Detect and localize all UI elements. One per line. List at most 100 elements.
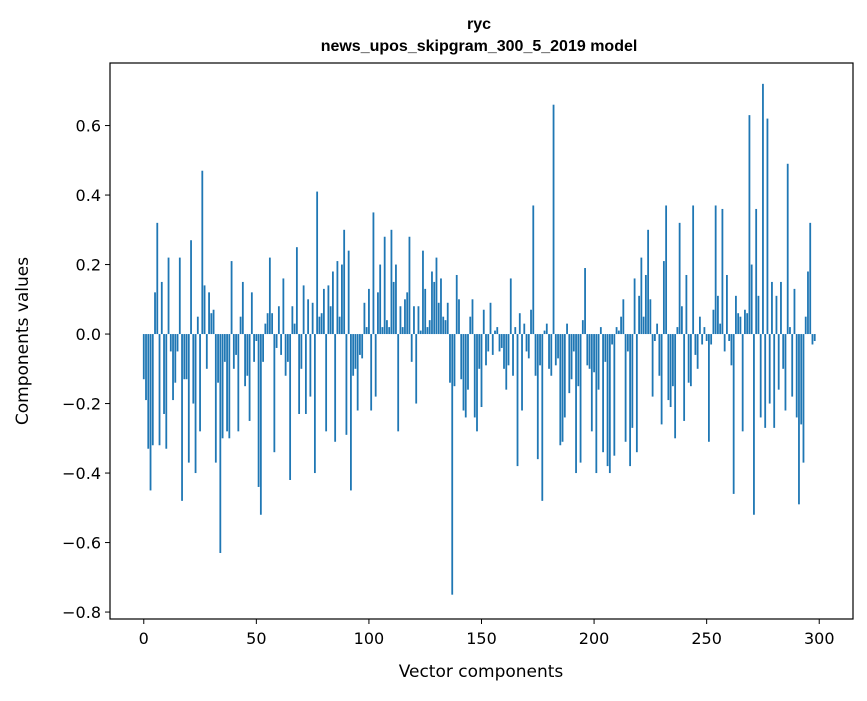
bar xyxy=(347,250,350,335)
bar xyxy=(250,292,253,335)
bar xyxy=(259,334,262,515)
bar xyxy=(322,288,325,335)
bar xyxy=(753,334,755,515)
y-tick-label: 0.6 xyxy=(76,117,101,136)
bar xyxy=(737,313,740,335)
bar xyxy=(622,299,625,335)
bar xyxy=(728,334,731,341)
bar xyxy=(532,205,535,335)
bar xyxy=(169,334,172,352)
bar xyxy=(516,334,519,467)
bar xyxy=(487,334,490,352)
bar xyxy=(566,323,568,335)
bar xyxy=(703,327,706,335)
bar xyxy=(365,327,368,335)
bar xyxy=(789,327,791,335)
bar xyxy=(633,278,636,335)
bar xyxy=(527,334,530,359)
bar xyxy=(462,334,465,411)
bar xyxy=(284,334,287,376)
bar xyxy=(338,316,341,335)
bar xyxy=(471,299,474,335)
x-tick-label: 100 xyxy=(354,629,385,648)
bar xyxy=(658,334,661,376)
x-tick-label: 50 xyxy=(246,629,266,648)
bar xyxy=(404,299,406,335)
bar xyxy=(194,334,197,474)
bar xyxy=(147,334,150,449)
bar xyxy=(426,327,429,335)
bar xyxy=(563,334,566,418)
bar xyxy=(798,334,800,505)
bar xyxy=(584,268,586,335)
bar xyxy=(689,334,692,387)
bar xyxy=(298,334,301,414)
bar xyxy=(372,212,375,335)
bar xyxy=(548,334,550,369)
bar xyxy=(363,302,366,335)
bar xyxy=(617,330,620,335)
bar xyxy=(694,334,697,355)
bar xyxy=(782,334,785,369)
bar xyxy=(406,292,409,335)
plot-frame xyxy=(109,62,854,620)
bar xyxy=(741,334,744,432)
y-tick-label: −0.8 xyxy=(62,603,101,622)
bar xyxy=(586,334,589,366)
y-tick-label: 0.4 xyxy=(76,186,101,205)
axis-layer: 0 50 100 150 200 250 300 −0.8 −0.6 −0.4 −0.2 0.0 0.2… xyxy=(62,117,834,648)
bar xyxy=(473,334,476,418)
bar xyxy=(309,334,312,397)
bar xyxy=(313,334,316,474)
bar xyxy=(343,229,346,335)
bar xyxy=(717,295,719,335)
bar xyxy=(266,313,269,335)
bar xyxy=(428,320,431,335)
bar xyxy=(746,313,749,335)
bar xyxy=(460,334,463,380)
bar xyxy=(554,334,557,366)
bar xyxy=(671,334,674,387)
bar xyxy=(413,306,415,335)
bar xyxy=(302,285,305,335)
bar xyxy=(160,281,163,335)
bar xyxy=(350,334,352,491)
bar xyxy=(705,334,708,341)
bar xyxy=(530,309,532,335)
bar xyxy=(307,299,310,335)
bar xyxy=(588,334,591,369)
bar xyxy=(183,334,186,380)
bar xyxy=(813,334,816,341)
bar xyxy=(541,334,544,501)
bar xyxy=(273,334,276,453)
bar xyxy=(291,306,294,335)
bar xyxy=(644,274,647,335)
bar xyxy=(271,313,274,335)
bar xyxy=(735,295,737,335)
bar xyxy=(293,323,296,335)
bar xyxy=(221,334,224,439)
bar xyxy=(422,250,424,335)
bar xyxy=(370,334,373,411)
bar xyxy=(246,334,249,376)
bar xyxy=(199,334,201,432)
bar xyxy=(415,334,418,404)
bar xyxy=(453,334,456,387)
bar xyxy=(572,334,575,352)
bar xyxy=(604,334,607,362)
bar xyxy=(662,261,665,335)
bar xyxy=(730,334,733,366)
bar xyxy=(431,271,433,335)
x-tick-label: 0 xyxy=(139,629,149,648)
bar xyxy=(552,104,555,335)
y-tick-label: −0.2 xyxy=(62,395,101,414)
bar xyxy=(228,334,231,439)
bar xyxy=(356,334,359,411)
bar xyxy=(669,334,672,408)
bar xyxy=(210,313,213,335)
bar xyxy=(345,334,348,435)
bar xyxy=(665,205,668,335)
bar xyxy=(674,334,677,439)
bar xyxy=(381,327,384,335)
